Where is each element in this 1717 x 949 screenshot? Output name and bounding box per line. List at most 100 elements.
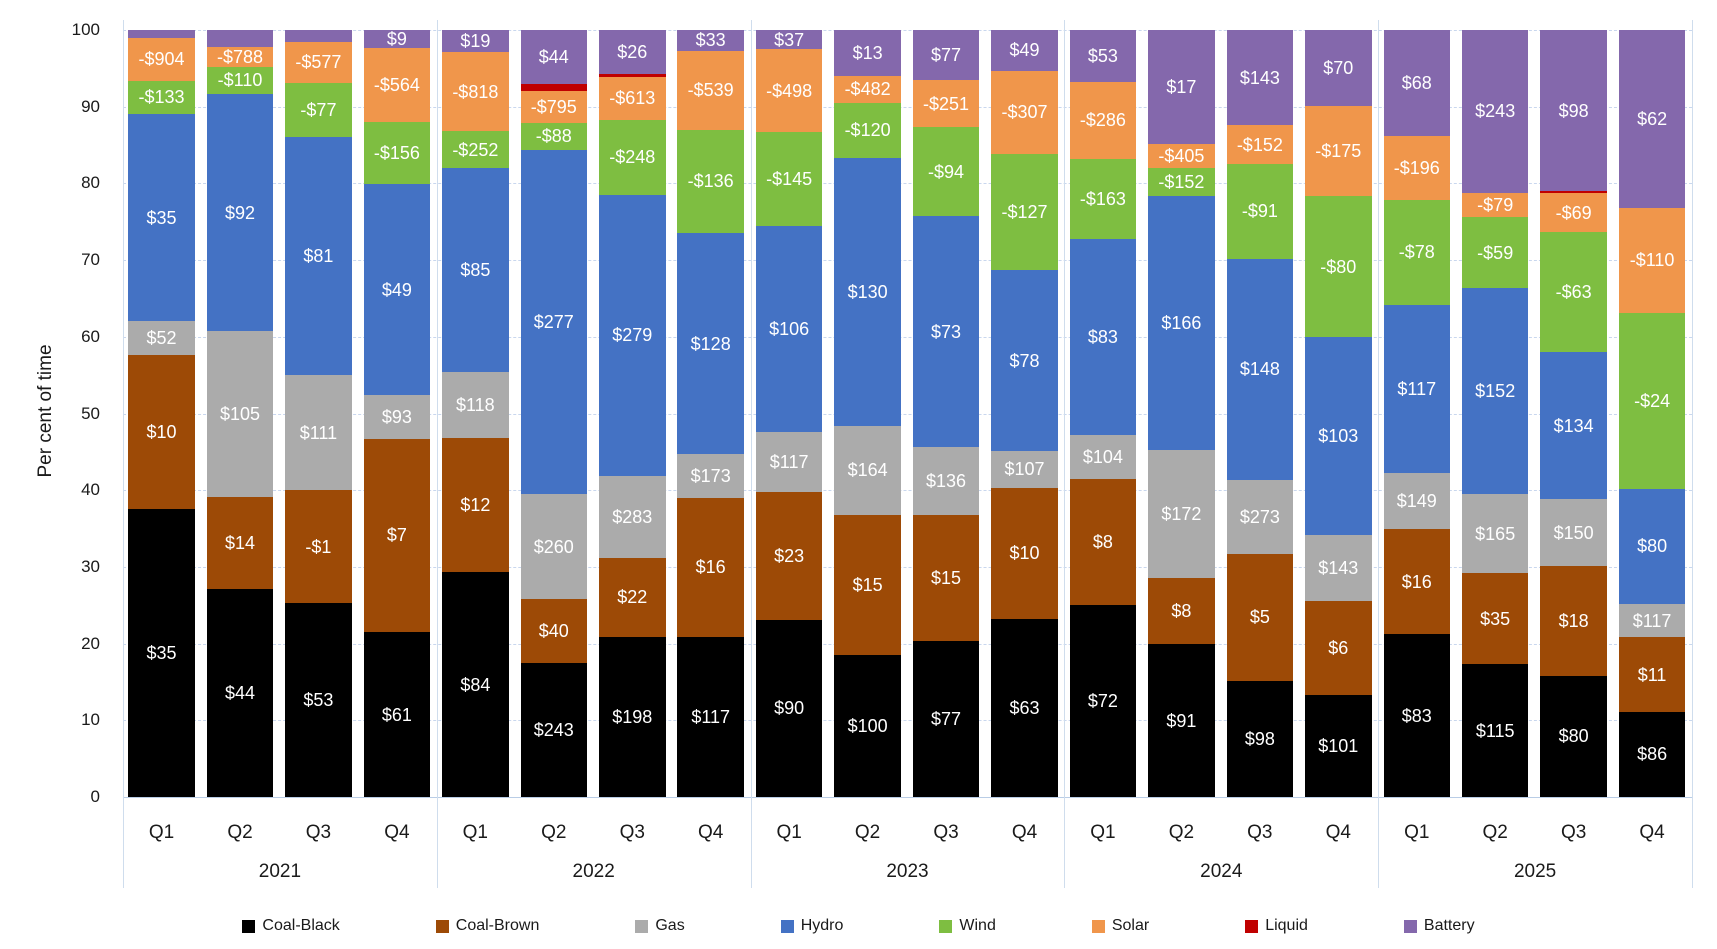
gridline (123, 106, 1692, 108)
segment-battery: $68 (1383, 30, 1450, 136)
segment-value-label: -$133 (138, 87, 185, 108)
segment-coal-brown: $14 (206, 497, 274, 590)
legend-swatch (939, 919, 953, 933)
segment-value-label: -$248 (609, 147, 656, 168)
segment-battery: $13 (834, 30, 901, 77)
segment-hydro: $279 (599, 194, 666, 476)
segment-hydro: $130 (834, 158, 901, 426)
segment-value-label: $53 (303, 689, 334, 710)
segment-battery: $33 (677, 30, 744, 51)
segment-value-label: -$904 (138, 49, 185, 70)
segment-value-label: $49 (381, 279, 412, 300)
x-tick-label-quarter: Q4 (1325, 822, 1351, 843)
segment-value-label: $243 (1475, 101, 1516, 122)
segment-solar: -$564 (363, 47, 431, 123)
segment-battery: $70 (1305, 30, 1372, 106)
bar-2021-Q1: -$904 -$133 $35 $52 $10 $35 (128, 30, 195, 797)
x-tick-label-quarter: Q3 (619, 822, 645, 843)
segment-value-label: -$77 (300, 100, 337, 121)
segment-coal-black: $72 (1069, 605, 1137, 797)
x-tick-label-quarter: Q3 (305, 822, 332, 843)
segment-coal-black: $115 (1461, 664, 1529, 797)
segment-coal-brown: $10 (128, 355, 195, 510)
legend-label: Coal-Black (262, 917, 340, 934)
segment-hydro: $78 (991, 270, 1058, 452)
legend-label: Battery (1423, 917, 1475, 934)
segment-hydro: $128 (677, 233, 744, 455)
segment-coal-black: $198 (599, 636, 666, 797)
x-tick-label-quarter: Q2 (1482, 822, 1508, 843)
x-tick-label-quarter: Q1 (1404, 822, 1430, 843)
segment-value-label: -$613 (609, 88, 656, 109)
segment-value-label: $63 (1009, 697, 1040, 718)
segment-gas: $104 (1069, 434, 1137, 480)
bar-2021-Q2: -$788 -$110 $92 $105 $14 $44 (206, 30, 274, 797)
gridline (123, 413, 1692, 415)
legend-label: Liquid (1265, 917, 1308, 934)
segment-value-label: -$69 (1555, 202, 1592, 223)
segment-gas: $150 (1540, 499, 1607, 567)
segment-hydro: $80 (1618, 488, 1686, 604)
segment-wind: -$94 (912, 127, 980, 217)
segment-solar: -$904 (128, 37, 195, 81)
segment-value-label: $84 (460, 674, 491, 695)
legend-item-gas: Gas (635, 917, 685, 935)
segment-solar: -$307 (991, 70, 1058, 155)
segment-value-label: $13 (852, 43, 883, 63)
legend-swatch (435, 919, 449, 933)
segment-value-label: -$251 (923, 93, 970, 114)
segment-value-label: $80 (1558, 726, 1589, 747)
segment-value-label: $35 (146, 207, 177, 228)
segment-value-label: $100 (847, 716, 888, 737)
segment-value-label: $143 (1239, 67, 1280, 88)
x-tick-label-year: 2021 (258, 861, 302, 882)
x-tick-label-quarter: Q3 (933, 822, 959, 843)
gridline (123, 260, 1692, 262)
y-tick-label: 20 (81, 633, 100, 653)
segment-value-label: -$577 (295, 52, 342, 73)
segment-hydro: $92 (206, 93, 274, 332)
segment-coal-brown: $7 (363, 438, 431, 633)
gridline (123, 30, 1692, 31)
segment-hydro: $277 (520, 149, 588, 494)
segment-value-label: $98 (1244, 729, 1275, 750)
segment-value-label: $7 (386, 525, 407, 546)
segment-solar: -$152 (1226, 125, 1294, 165)
segment-battery: $44 (520, 30, 588, 84)
segment-value-label: $80 (1637, 536, 1668, 557)
segment-coal-black: $243 (520, 662, 588, 797)
segment-liquid (599, 74, 666, 77)
segment-value-label: $70 (1323, 57, 1354, 78)
x-tick-label-quarter: Q2 (1168, 822, 1195, 843)
segment-value-label: $52 (146, 328, 177, 349)
segment-value-label: $49 (1009, 40, 1040, 61)
segment-battery (285, 30, 352, 42)
segment-value-label: $130 (847, 281, 888, 302)
segment-value-label: $260 (533, 536, 574, 557)
y-tick-label: 70 (81, 250, 100, 270)
segment-coal-black: $53 (285, 602, 352, 797)
x-tick-label-quarter: Q1 (1090, 822, 1116, 843)
segment-value-label: $15 (852, 574, 883, 595)
segment-value-label: -$24 (1634, 390, 1671, 411)
bar-2024-Q1: $53 -$286 -$163 $83 $104 $8 $72 (1069, 30, 1137, 797)
segment-value-label: -$78 (1398, 242, 1435, 263)
segment-value-label: -$94 (928, 161, 965, 182)
segment-value-label: $166 (1161, 312, 1202, 333)
segment-gas: $260 (520, 494, 588, 600)
segment-value-label: $5 (1249, 607, 1270, 628)
y-tick-label: 40 (81, 480, 100, 500)
x-tick-label-quarter: Q1 (148, 822, 175, 843)
segment-hydro: $106 (755, 226, 823, 432)
segment-value-label: $12 (460, 495, 491, 516)
segment-value-label: $92 (224, 202, 256, 223)
segment-value-label: -$1 (305, 536, 332, 557)
segment-value-label: $10 (146, 422, 177, 443)
segment-value-label: -$110 (1629, 250, 1675, 271)
legend-label: Gas (655, 917, 685, 934)
x-axis-line (123, 797, 1692, 798)
segment-value-label: $279 (612, 325, 653, 346)
segment-coal-brown: $15 (834, 514, 901, 656)
segment-wind: -$248 (599, 119, 666, 195)
segment-gas: $118 (442, 372, 509, 439)
